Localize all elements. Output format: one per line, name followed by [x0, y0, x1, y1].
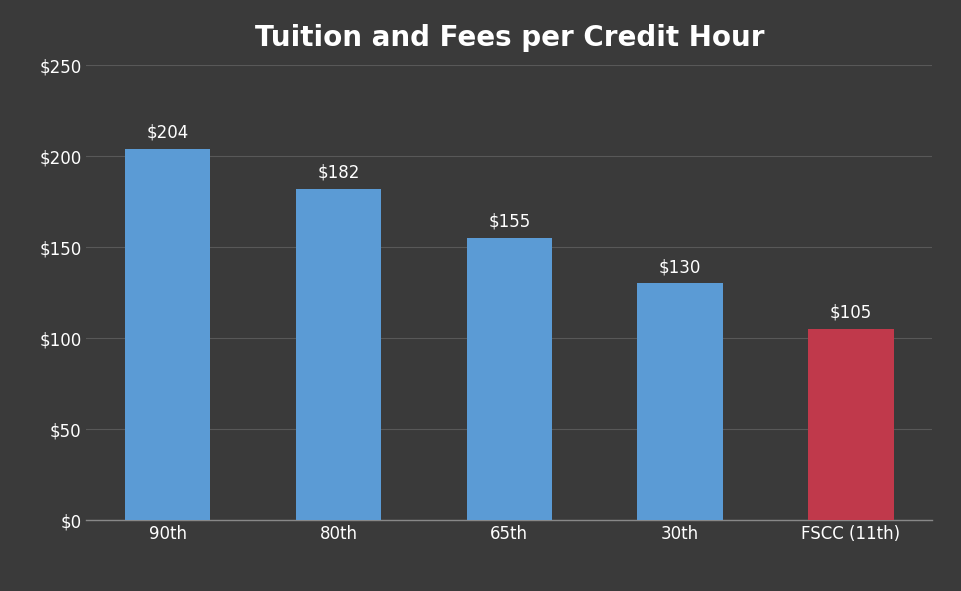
Text: $204: $204: [146, 124, 188, 141]
Bar: [637, 284, 723, 520]
Text: $130: $130: [659, 258, 702, 276]
Title: Tuition and Fees per Credit Hour: Tuition and Fees per Credit Hour: [255, 24, 764, 51]
Bar: [467, 238, 552, 520]
Bar: [808, 329, 894, 520]
Bar: [296, 189, 382, 520]
Text: $182: $182: [317, 164, 359, 181]
Text: $155: $155: [488, 213, 530, 230]
Bar: [125, 149, 210, 520]
Text: $105: $105: [830, 304, 873, 322]
